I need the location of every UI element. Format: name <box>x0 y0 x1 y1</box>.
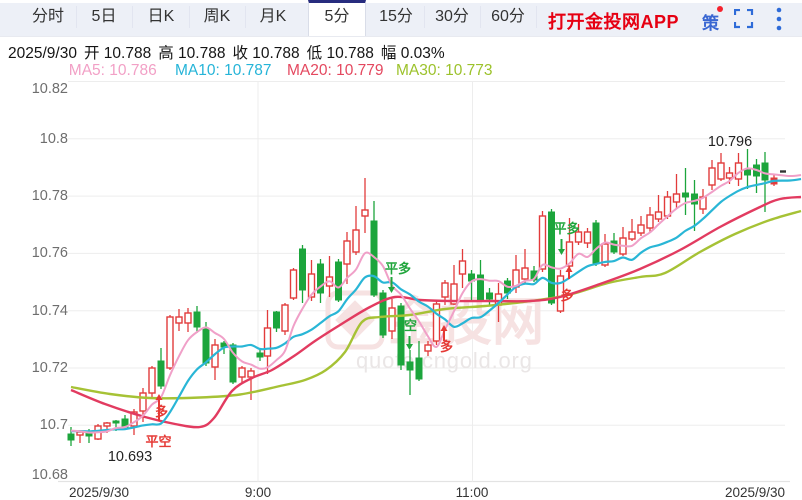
svg-text:10.796: 10.796 <box>708 134 752 150</box>
svg-text:10.693: 10.693 <box>108 449 152 465</box>
svg-text:quote.cngold.org: quote.cngold.org <box>356 348 533 373</box>
svg-text:平多: 平多 <box>385 261 411 276</box>
svg-text:多: 多 <box>560 288 573 303</box>
svg-text:多: 多 <box>440 339 453 354</box>
svg-text:空: 空 <box>404 318 417 333</box>
svg-text:平多: 平多 <box>553 221 579 236</box>
svg-text:多: 多 <box>155 404 168 419</box>
svg-text:平空: 平空 <box>145 434 171 449</box>
